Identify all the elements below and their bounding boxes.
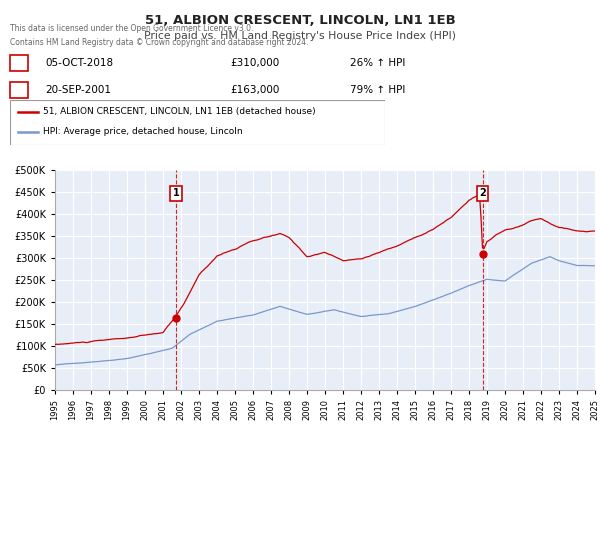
Text: This data is licensed under the Open Government Licence v3.0.: This data is licensed under the Open Gov…: [10, 24, 253, 33]
Text: £310,000: £310,000: [230, 58, 279, 68]
Text: HPI: Average price, detached house, Lincoln: HPI: Average price, detached house, Linc…: [43, 128, 242, 137]
Text: 51, ALBION CRESCENT, LINCOLN, LN1 1EB (detached house): 51, ALBION CRESCENT, LINCOLN, LN1 1EB (d…: [43, 108, 316, 116]
Text: £163,000: £163,000: [230, 85, 280, 95]
FancyBboxPatch shape: [10, 100, 385, 145]
Text: 1: 1: [16, 85, 23, 95]
Text: Price paid vs. HM Land Registry's House Price Index (HPI): Price paid vs. HM Land Registry's House …: [144, 31, 456, 41]
Text: Contains HM Land Registry data © Crown copyright and database right 2024.: Contains HM Land Registry data © Crown c…: [10, 38, 308, 47]
Text: 2: 2: [479, 188, 486, 198]
Text: 2: 2: [16, 58, 23, 68]
Text: HPI: Average price, detached house, Lincoln: HPI: Average price, detached house, Linc…: [43, 128, 242, 137]
Text: 1: 1: [173, 188, 179, 198]
Text: 51, ALBION CRESCENT, LINCOLN, LN1 1EB: 51, ALBION CRESCENT, LINCOLN, LN1 1EB: [145, 14, 455, 27]
Text: 05-OCT-2018: 05-OCT-2018: [45, 58, 113, 68]
Text: 26% ↑ HPI: 26% ↑ HPI: [350, 58, 406, 68]
Text: 51, ALBION CRESCENT, LINCOLN, LN1 1EB (detached house): 51, ALBION CRESCENT, LINCOLN, LN1 1EB (d…: [43, 108, 316, 116]
Text: 20-SEP-2001: 20-SEP-2001: [45, 85, 111, 95]
Text: 79% ↑ HPI: 79% ↑ HPI: [350, 85, 406, 95]
